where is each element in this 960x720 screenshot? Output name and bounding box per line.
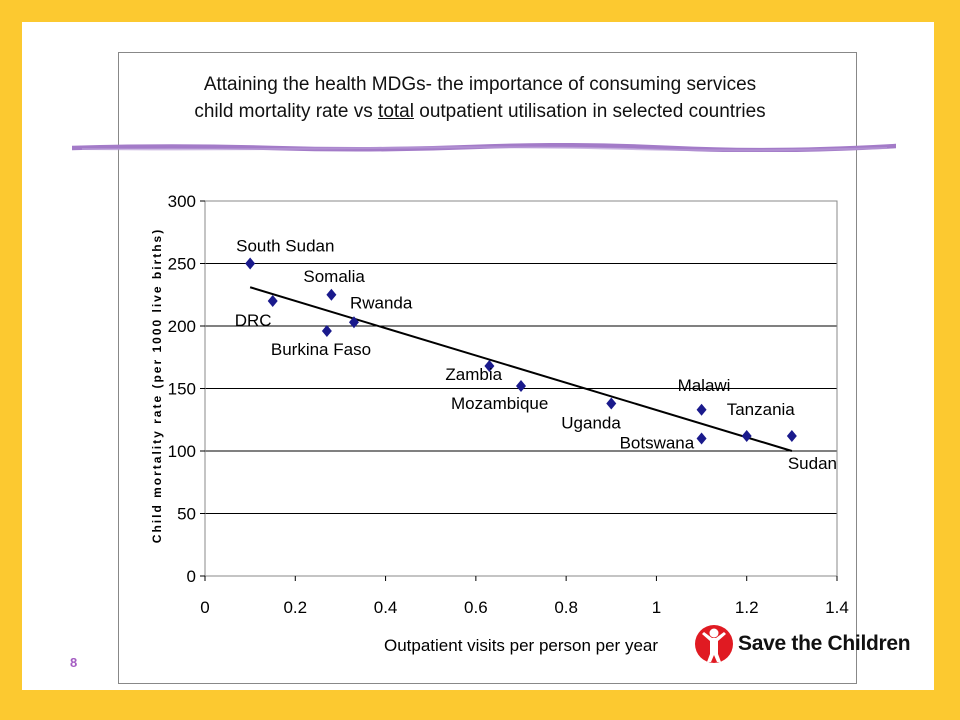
point-label: Botswana [620, 434, 695, 453]
y-tick-label: 100 [168, 442, 196, 461]
title-part-post: outpatient utilisation in selected count… [413, 101, 766, 122]
x-axis-label: Outpatient visits per person per year [384, 636, 658, 655]
x-tick-label: 1.2 [735, 598, 759, 617]
title-part-pre: child mortality rate vs [194, 101, 379, 122]
y-axis-label: Child mortality rate (per 1000 live birt… [150, 228, 164, 543]
point-label: Sudan [788, 454, 837, 473]
y-tick-label: 200 [168, 317, 196, 336]
x-tick-label: 1.4 [825, 598, 849, 617]
point-label: Burkina Faso [271, 340, 371, 359]
title-part-underlined: total [378, 101, 414, 122]
data-point [696, 403, 707, 416]
point-label: DRC [235, 311, 272, 330]
point-label: Zambia [445, 365, 502, 384]
accent-divider [72, 143, 896, 152]
point-label: Somalia [303, 267, 365, 286]
y-tick-label: 250 [168, 255, 196, 274]
point-label: Uganda [561, 414, 621, 433]
point-label: Rwanda [350, 293, 413, 312]
child-figure-icon [695, 625, 733, 663]
logo-text: Save the Children [738, 632, 911, 655]
x-tick-label: 0.4 [374, 598, 398, 617]
data-point [516, 380, 526, 392]
x-tick-label: 0.8 [554, 598, 578, 617]
data-point [786, 430, 797, 442]
data-point [321, 325, 332, 337]
data-point [267, 295, 278, 307]
save-the-children-logo: Save the Children [694, 622, 911, 666]
data-point [484, 360, 495, 372]
y-tick-label: 150 [168, 380, 196, 399]
point-label: South Sudan [236, 237, 334, 256]
point-label: Mozambique [451, 394, 548, 413]
x-tick-label: 0 [200, 598, 209, 617]
data-point [326, 288, 337, 301]
page-number: 8 [70, 655, 78, 670]
y-tick-label: 50 [177, 505, 196, 524]
point-label: Malawi [678, 376, 731, 395]
x-tick-label: 0.2 [283, 598, 307, 617]
data-point [245, 257, 256, 270]
chart-title: Attaining the health MDGs- the importanc… [80, 71, 880, 125]
y-tick-label: 300 [168, 192, 196, 211]
point-label: Tanzania [727, 400, 796, 419]
data-point [741, 430, 752, 442]
data-point [348, 316, 359, 329]
y-tick-label: 0 [187, 567, 196, 586]
chart-title-line-1: Attaining the health MDGs- the importanc… [203, 74, 757, 95]
scatter-chart: 0 50 100 150 200 250 300 0 0.2 0.4 0.6 0.8 1 1.2 1.4 Ou… [150, 192, 849, 655]
x-tick-label: 0.6 [464, 598, 488, 617]
x-tick-label: 1 [652, 598, 661, 617]
trendline [249, 286, 793, 452]
data-point [606, 397, 617, 410]
chart-title-line-2: child mortality rate vs total outpatient… [80, 98, 880, 125]
data-point [696, 432, 707, 445]
